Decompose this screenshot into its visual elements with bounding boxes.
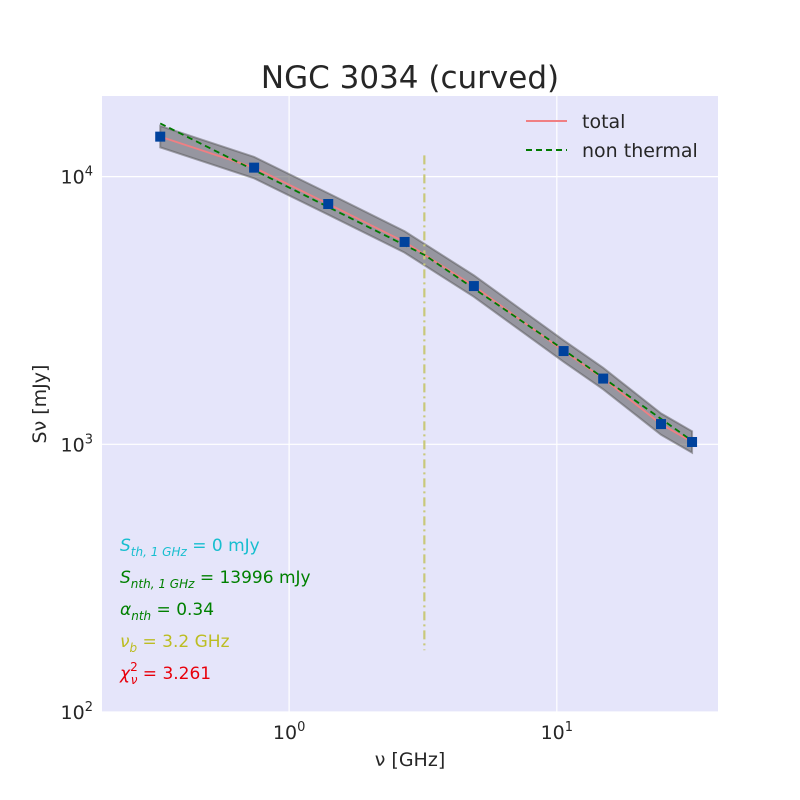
y-tick-label: 102 (61, 700, 93, 724)
annotation-symbol: α (120, 600, 131, 620)
chart-title: NGC 3034 (curved) (261, 60, 559, 96)
annotation-value: = 0.34 (151, 600, 214, 620)
annotation-subscript: nth (131, 609, 151, 623)
annotation-subscript: b (130, 641, 138, 655)
x-axis-label: ν [GHz] (375, 749, 445, 771)
data-point (558, 346, 569, 357)
y-tick-label: 104 (61, 165, 93, 189)
data-point (249, 162, 260, 173)
annotation-value: = 0 mJy (187, 536, 260, 556)
annotation-symbol: χ (119, 664, 131, 684)
annotation-subscript: ν (131, 673, 138, 687)
fit-annotation: Sth, 1 GHz = 0 mJy (120, 536, 260, 559)
legend: total non thermal (526, 111, 698, 162)
data-point (656, 419, 667, 430)
legend-label: non thermal (582, 140, 698, 162)
data-point (598, 373, 609, 384)
legend-label: total (582, 111, 625, 133)
annotation-symbol: S (120, 568, 131, 588)
annotation-value: = 13996 mJy (194, 568, 310, 588)
annotation-symbol: S (120, 536, 131, 556)
annotation-subscript: th, 1 GHz (131, 545, 188, 559)
y-tick-exponent: 4 (85, 165, 93, 180)
annotation-value: = 3.2 GHz (137, 632, 229, 652)
data-point (155, 131, 166, 142)
data-point (468, 281, 479, 292)
annotation-superscript: 2 (130, 660, 138, 674)
x-tick-exponent: 1 (565, 720, 573, 735)
fit-annotation: Snth, 1 GHz = 13996 mJy (120, 568, 311, 591)
model-band (159, 124, 694, 455)
plot-area (102, 96, 718, 712)
grid (102, 96, 718, 713)
data-point (323, 198, 334, 209)
y-tick-label: 103 (61, 432, 93, 456)
annotation-value: = 3.261 (137, 664, 211, 684)
fit-annotation: χ2 ν = 3.261 (119, 660, 211, 687)
y-tick-exponent: 2 (85, 700, 93, 715)
y-axis-label: Sν [mJy] (29, 365, 51, 444)
x-tick-label: 100 (273, 720, 305, 744)
y-tick-exponent: 3 (85, 432, 93, 447)
x-tick-label: 101 (541, 720, 573, 744)
data-point (399, 236, 410, 247)
fit-annotation: αnth = 0.34 (120, 600, 214, 623)
fit-annotation: νb = 3.2 GHz (120, 632, 230, 655)
model-uncertainty-band (159, 124, 694, 455)
annotation-symbol: ν (120, 632, 130, 652)
x-tick-exponent: 0 (297, 720, 305, 735)
annotation-subscript: nth, 1 GHz (131, 577, 195, 591)
data-point (687, 436, 698, 447)
data-points (155, 131, 698, 447)
